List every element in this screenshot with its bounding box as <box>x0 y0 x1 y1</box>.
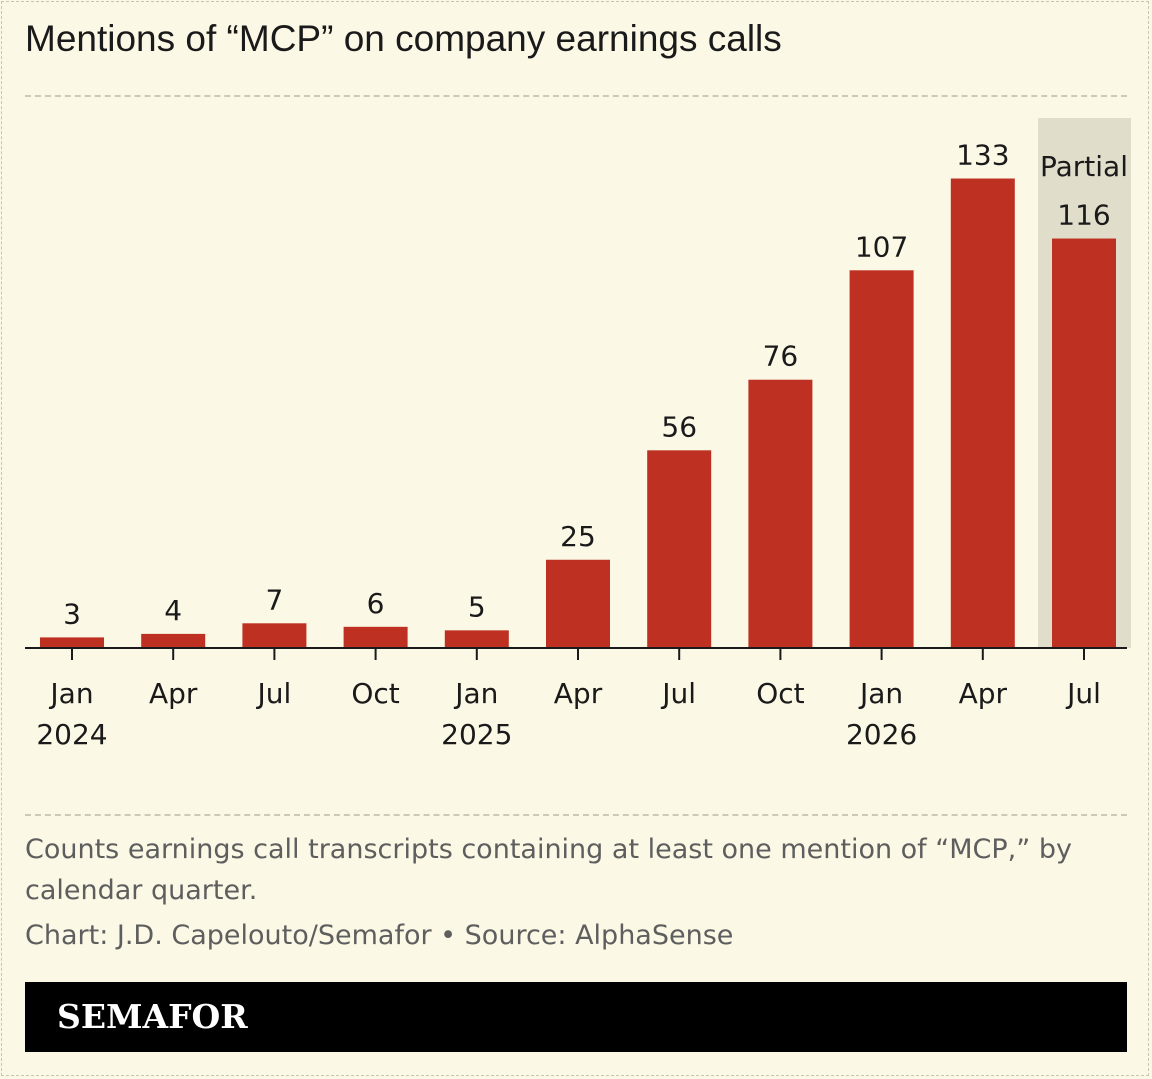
data-label: 3 <box>63 597 81 630</box>
x-tick-label: Apr <box>149 677 198 710</box>
semafor-logo: SEMAFOR <box>57 997 248 1036</box>
bar <box>141 633 206 648</box>
partial-label: Partial <box>1040 150 1128 183</box>
data-label: 133 <box>956 139 1009 172</box>
x-tick-label: 2026 <box>846 718 917 751</box>
bar <box>748 379 813 648</box>
x-tick-label: Jan <box>858 677 903 710</box>
chart-note: Counts earnings call transcripts contain… <box>25 834 1072 906</box>
bar <box>546 559 610 648</box>
bar <box>849 270 914 648</box>
chart-credit: Chart: J.D. Capelouto/Semafor • Source: … <box>25 920 734 951</box>
bar <box>40 637 104 648</box>
x-tick-label: Oct <box>756 677 804 710</box>
bar <box>1052 238 1116 648</box>
data-label: 5 <box>468 590 486 623</box>
bar <box>444 630 509 648</box>
x-tick-label: 2025 <box>441 718 512 751</box>
top-divider <box>25 95 1127 97</box>
brand-bar: SEMAFOR <box>25 982 1127 1052</box>
x-tick-label: Jan <box>453 677 498 710</box>
bar <box>242 623 307 648</box>
data-label: 76 <box>763 340 799 373</box>
data-label: 25 <box>560 520 596 553</box>
x-tick-label: Apr <box>959 677 1008 710</box>
bar <box>647 450 712 648</box>
data-label: 107 <box>855 230 908 263</box>
bar <box>343 626 408 648</box>
x-tick-label: Oct <box>351 677 399 710</box>
data-label: 56 <box>661 410 697 443</box>
x-tick-label: Apr <box>554 677 603 710</box>
x-tick-label: 2024 <box>36 718 107 751</box>
x-tick-label: Jul <box>256 677 292 710</box>
data-label: 116 <box>1057 199 1110 232</box>
bar-chart: 3 Jan 2024 4 Apr 7 Jul 6 Oct 5 Jan 2025 25 Apr 56 Jul 76… <box>25 118 1131 751</box>
x-tick-label: Jul <box>660 677 696 710</box>
bar <box>950 178 1015 648</box>
bottom-divider <box>25 814 1127 816</box>
chart-title: Mentions of “MCP” on company earnings ca… <box>25 18 782 59</box>
data-label: 4 <box>164 594 182 627</box>
x-tick-label: Jan <box>48 677 93 710</box>
data-label: 6 <box>367 587 385 620</box>
x-tick-label: Jul <box>1065 677 1101 710</box>
data-label: 7 <box>265 583 283 616</box>
